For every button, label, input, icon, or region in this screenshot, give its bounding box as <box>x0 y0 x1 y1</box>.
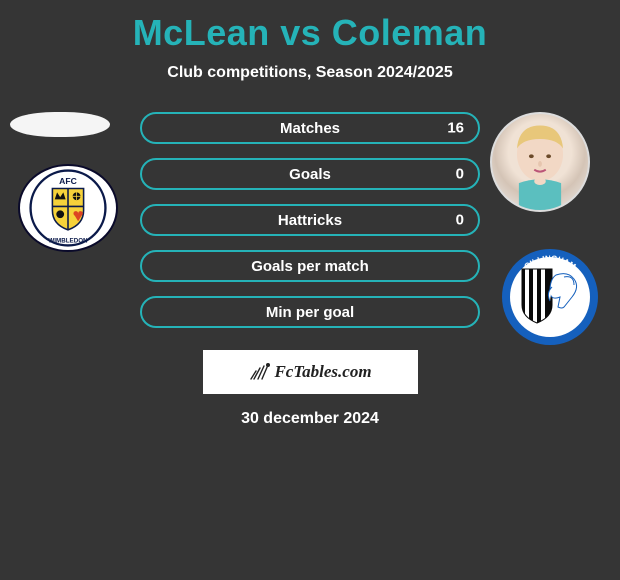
right-player-avatar <box>490 112 590 212</box>
stat-label: Matches <box>280 120 340 137</box>
stat-row: Min per goal <box>140 296 480 328</box>
comparison-panel: AFC WIMBLEDON <box>0 112 620 428</box>
branding-text: FcTables.com <box>274 362 371 382</box>
left-player-avatar <box>10 112 110 137</box>
player-face-icon <box>492 112 588 212</box>
fctables-logo-icon <box>248 362 272 382</box>
stat-row: Hattricks 0 <box>140 204 480 236</box>
stat-label: Min per goal <box>266 304 354 321</box>
player-photo-placeholder <box>10 112 110 137</box>
afc-wimbledon-crest-icon: AFC WIMBLEDON <box>29 169 107 247</box>
stat-row: Goals per match <box>140 250 480 282</box>
fctables-branding: FcTables.com <box>203 350 418 394</box>
svg-text:AFC: AFC <box>59 176 77 186</box>
stat-row: Matches 16 <box>140 112 480 144</box>
right-club-badge: GILLINGHAM FOOTBALL CLUB <box>500 247 600 347</box>
left-club-badge: AFC WIMBLEDON <box>18 164 118 252</box>
stat-label: Goals per match <box>251 258 369 275</box>
stat-right-value: 0 <box>456 212 464 229</box>
stat-label: Goals <box>289 166 331 183</box>
stat-row: Goals 0 <box>140 158 480 190</box>
stat-right-value: 0 <box>456 166 464 183</box>
gillingham-crest-icon: GILLINGHAM FOOTBALL CLUB <box>500 247 600 347</box>
page-subtitle: Club competitions, Season 2024/2025 <box>0 64 620 82</box>
stat-label: Hattricks <box>278 212 342 229</box>
page-title: McLean vs Coleman <box>0 0 620 54</box>
comparison-date: 30 december 2024 <box>0 410 620 428</box>
stats-list: Matches 16 Goals 0 Hattricks 0 Goals per… <box>140 112 480 328</box>
stat-right-value: 16 <box>447 120 464 137</box>
svg-text:WIMBLEDON: WIMBLEDON <box>48 237 88 244</box>
